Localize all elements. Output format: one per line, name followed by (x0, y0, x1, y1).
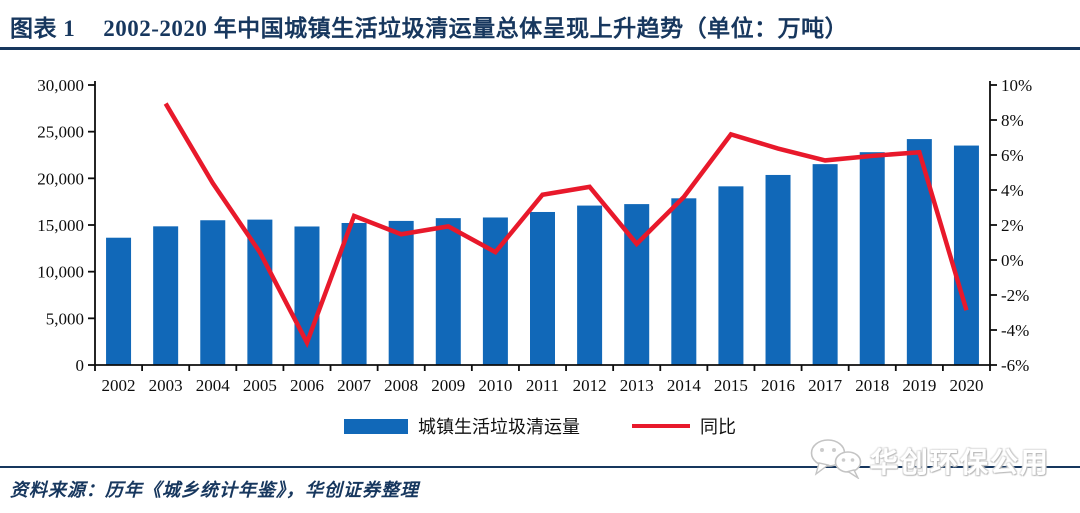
left-tick-label: 5,000 (46, 309, 84, 328)
title-divider (0, 47, 1080, 50)
x-tick-label: 2010 (478, 376, 512, 395)
right-tick-label: 8% (1001, 111, 1024, 130)
bar-2015 (718, 186, 744, 365)
bar-2020 (953, 145, 979, 365)
bar-2009 (435, 218, 461, 365)
right-tick-label: 0% (1001, 251, 1024, 270)
x-tick-label: 2020 (949, 376, 983, 395)
chart-legend: 城镇生活垃圾清运量 同比 (0, 413, 1080, 439)
left-tick-label: 15,000 (37, 216, 84, 235)
figure-label: 图表 1 (10, 16, 76, 41)
watermark-label: 华创环保公用 (869, 446, 1050, 478)
wechat-icon (808, 437, 864, 484)
bar-2011 (530, 211, 555, 365)
trend-chart: 0 5,000 10,000 15,000 20,000 25,000 30,000 -6% -… (37, 76, 1032, 395)
right-tick-label: 2% (1001, 216, 1024, 235)
bar-2018 (859, 152, 885, 365)
left-tick-label: 25,000 (37, 123, 84, 142)
left-tick-label: 10,000 (37, 263, 84, 282)
chart-area: 0 5,000 10,000 15,000 20,000 25,000 30,000 -6% -… (0, 56, 1080, 404)
bar-2007 (341, 222, 367, 365)
bar-2008 (388, 220, 414, 365)
bar-2017 (812, 164, 838, 365)
footer-divider (0, 466, 1080, 468)
legend-item-bar: 城镇生活垃圾清运量 (344, 413, 580, 439)
right-tick-label: -4% (1001, 321, 1029, 340)
x-tick-label: 2016 (761, 376, 795, 395)
wechat-watermark: 华创环保公用 (808, 437, 1050, 484)
x-tick-label: 2006 (290, 376, 324, 395)
x-tick-label: 2017 (808, 376, 843, 395)
bar-2002 (106, 237, 132, 365)
bar-2004 (200, 220, 226, 365)
bar-2013 (624, 204, 650, 365)
right-tick-label: -2% (1001, 286, 1029, 305)
yoy-line (163, 102, 969, 349)
x-tick-label: 2014 (667, 376, 702, 395)
left-tick-label: 20,000 (37, 169, 84, 188)
bar-2012 (577, 205, 603, 365)
x-tick-label: 2009 (431, 376, 465, 395)
x-tick-label: 2019 (902, 376, 936, 395)
line-series-swatch (632, 423, 690, 429)
x-tick-label: 2011 (526, 376, 559, 395)
x-tick-label: 2008 (384, 376, 418, 395)
right-tick-label: 4% (1001, 181, 1024, 200)
bar-2016 (765, 174, 791, 365)
bar-2003 (153, 226, 179, 365)
figure-title-text: 2002-2020 年中国城镇生活垃圾清运量总体呈现上升趋势（单位：万吨） (103, 16, 849, 41)
right-tick-label: 6% (1001, 146, 1024, 165)
x-tick-label: 2005 (243, 376, 277, 395)
x-tick-label: 2013 (620, 376, 654, 395)
legend-item-line: 同比 (632, 413, 736, 439)
right-tick-label: 10% (1001, 76, 1032, 95)
bar-2014 (671, 198, 697, 365)
line-series-label: 同比 (700, 417, 736, 437)
x-tick-label: 2015 (714, 376, 748, 395)
x-tick-label: 2007 (337, 376, 372, 395)
bar-series-label: 城镇生活垃圾清运量 (418, 417, 580, 437)
x-tick-label: 2018 (855, 376, 889, 395)
left-tick-label: 30,000 (37, 76, 84, 95)
source-note: 资料来源：历年《城乡统计年鉴》，华创证券整理 (10, 480, 419, 500)
bar-2019 (906, 139, 932, 365)
bar-series-swatch (344, 418, 408, 434)
left-tick-label: 0 (76, 356, 85, 375)
right-tick-label: -6% (1001, 356, 1029, 375)
x-tick-label: 2002 (102, 376, 136, 395)
x-tick-label: 2004 (196, 376, 231, 395)
x-tick-label: 2012 (573, 376, 607, 395)
figure-header: 图表 1 2002-2020 年中国城镇生活垃圾清运量总体呈现上升趋势（单位：万吨… (0, 0, 1080, 50)
page-title: 图表 1 2002-2020 年中国城镇生活垃圾清运量总体呈现上升趋势（单位：万吨… (0, 0, 1080, 43)
x-tick-label: 2003 (149, 376, 183, 395)
